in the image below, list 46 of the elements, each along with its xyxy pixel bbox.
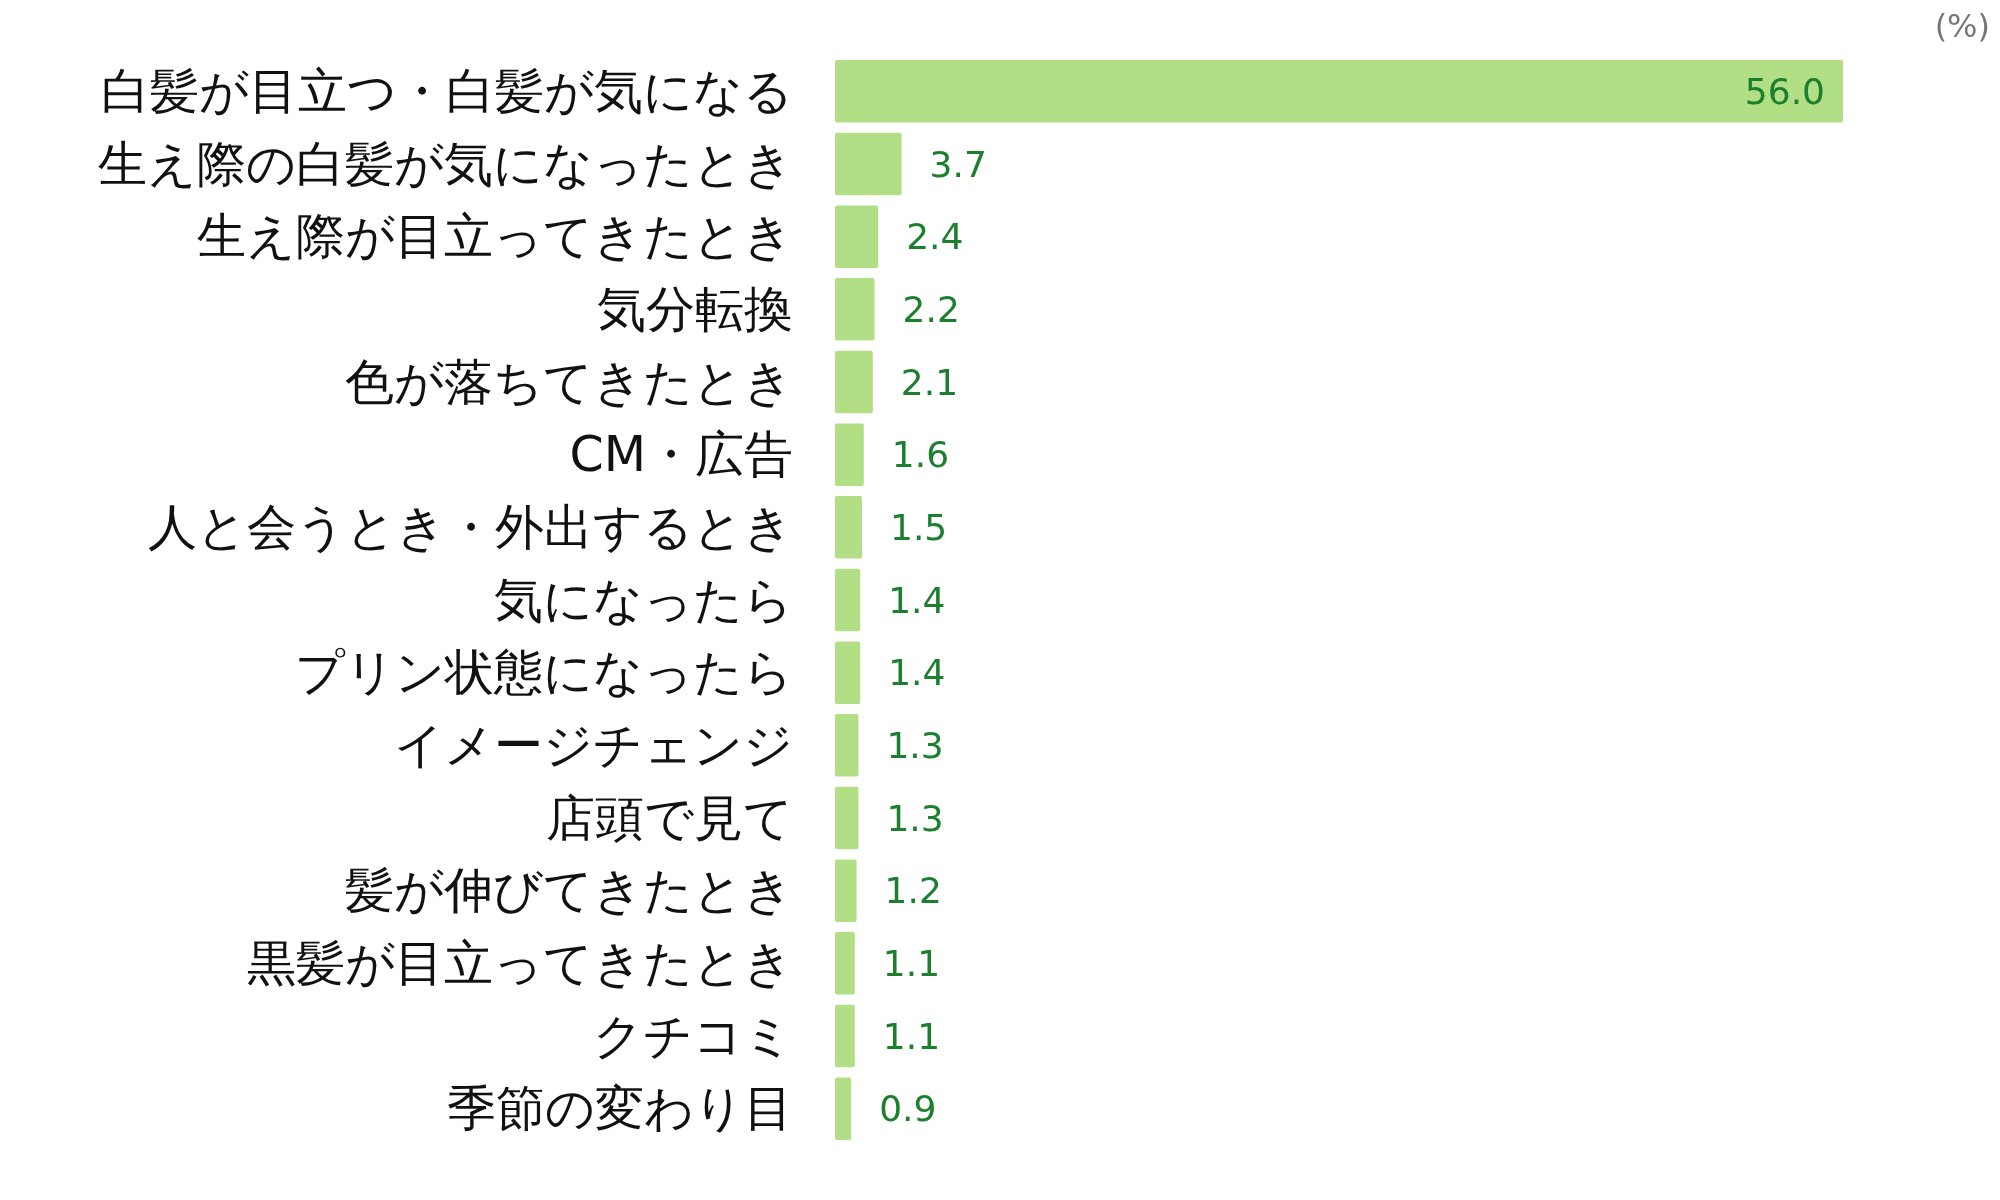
y-tick-label: 店頭で見て <box>546 789 793 847</box>
y-tick-label: 黒髪が目立ってきたとき <box>247 934 793 992</box>
data-label: 3.7 <box>929 143 987 185</box>
bar <box>835 714 859 777</box>
y-tick-label: クチコミ <box>593 1007 793 1065</box>
bar <box>835 786 859 850</box>
bar <box>835 641 861 704</box>
bar <box>835 932 855 995</box>
bar <box>835 1004 855 1068</box>
data-label: 1.4 <box>888 579 946 621</box>
data-label: 1.6 <box>891 434 950 476</box>
bar <box>835 350 873 414</box>
bar <box>835 278 875 341</box>
bar <box>835 423 864 486</box>
data-label: 2.1 <box>900 361 959 403</box>
y-tick-label: 色が落ちてきたとき <box>345 353 793 411</box>
y-tick-label: 白髪が目立つ・白髪が気になる <box>101 62 793 120</box>
y-tick-label: CM・広告 <box>569 426 793 484</box>
y-tick-label: 生え際が目立ってきたとき <box>197 208 793 266</box>
bar <box>835 1077 852 1140</box>
y-tick-label: イメージチェンジ <box>394 716 793 774</box>
y-tick-label: プリン状態になったら <box>295 644 793 702</box>
data-label: 2.4 <box>906 216 964 258</box>
data-label: 1.1 <box>882 1015 941 1057</box>
y-tick-label: 生え際の白髪が気になったとき <box>98 135 793 193</box>
bar <box>835 132 902 196</box>
data-label: 1.3 <box>886 724 944 766</box>
y-tick-label: 季節の変わり目 <box>447 1080 793 1138</box>
bar <box>835 568 861 632</box>
data-label: 56.0 <box>1744 70 1825 112</box>
bar <box>835 496 862 559</box>
y-tick-label: 人と会うとき・外出するとき <box>148 498 793 556</box>
data-label: 1.1 <box>882 942 941 984</box>
x-axis-title: (%) <box>1934 7 1990 45</box>
y-tick-label: 気になったら <box>494 571 793 629</box>
bar <box>835 859 857 922</box>
data-label: 1.2 <box>884 870 942 912</box>
data-label: 1.5 <box>890 506 948 548</box>
y-tick-label: 髪が伸びてきたとき <box>345 862 793 920</box>
y-tick-label: 気分転換 <box>597 280 793 338</box>
data-label: 2.2 <box>902 288 960 330</box>
data-label: 1.3 <box>886 797 944 839</box>
bar <box>835 60 1843 123</box>
data-label: 0.9 <box>879 1088 937 1130</box>
bar <box>835 205 879 268</box>
data-label: 1.4 <box>888 652 946 694</box>
